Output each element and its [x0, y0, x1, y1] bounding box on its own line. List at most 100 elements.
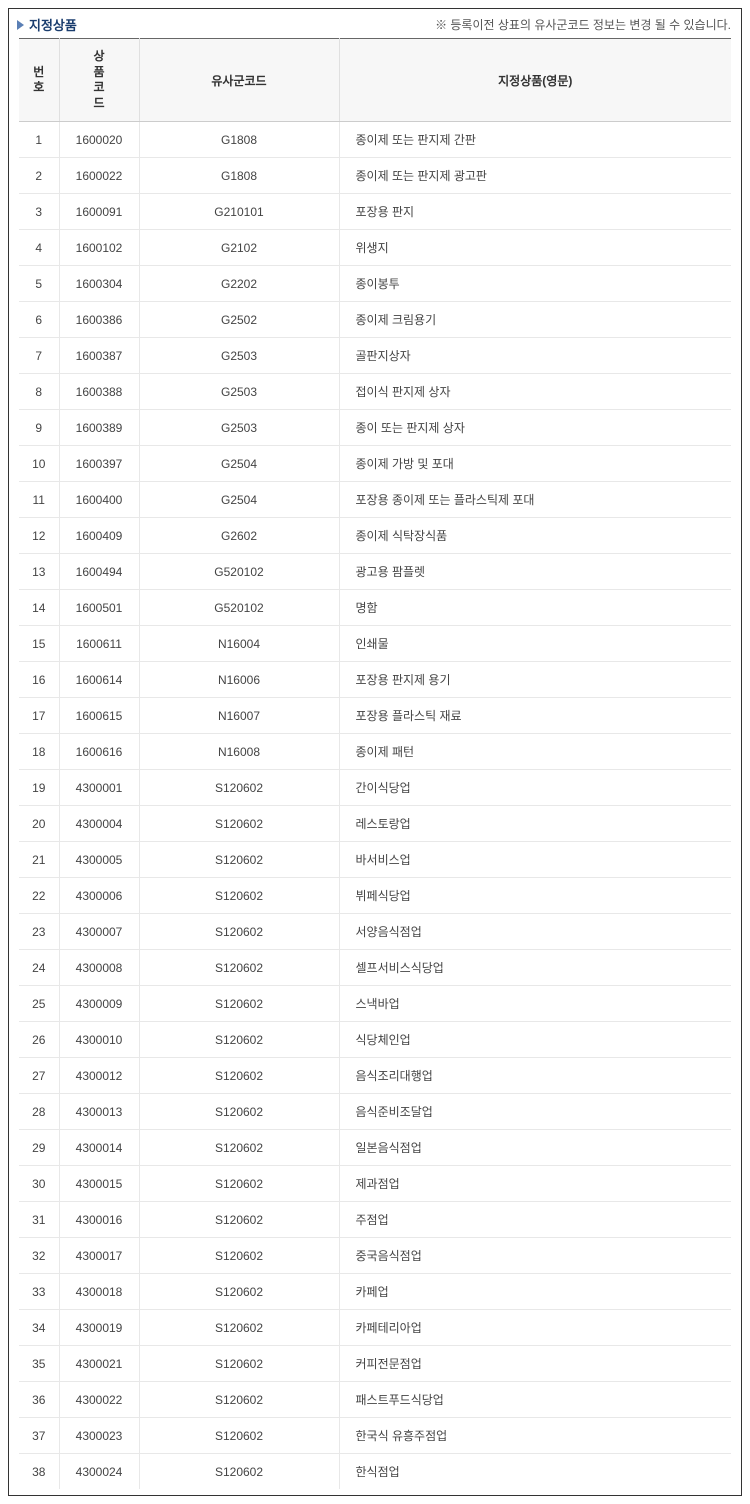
cell-description: 레스토랑업: [339, 806, 731, 842]
table-row: 234300007S120602서양음식점업: [19, 914, 731, 950]
cell-num: 17: [19, 698, 59, 734]
cell-group-code: N16008: [139, 734, 339, 770]
cell-product-code: 1600091: [59, 194, 139, 230]
cell-product-code: 4300010: [59, 1022, 139, 1058]
cell-num: 28: [19, 1094, 59, 1130]
cell-num: 36: [19, 1382, 59, 1418]
cell-group-code: S120602: [139, 1058, 339, 1094]
table-row: 51600304G2202종이봉투: [19, 266, 731, 302]
cell-description: 카페업: [339, 1274, 731, 1310]
table-body: 11600020G1808종이제 또는 판지제 간판21600022G1808종…: [19, 122, 731, 1490]
cell-num: 6: [19, 302, 59, 338]
table-row: 61600386G2502종이제 크림용기: [19, 302, 731, 338]
cell-product-code: 1600501: [59, 590, 139, 626]
table-row: 71600387G2503골판지상자: [19, 338, 731, 374]
cell-description: 종이제 식탁장식품: [339, 518, 731, 554]
cell-group-code: G2503: [139, 410, 339, 446]
cell-group-code: S120602: [139, 1130, 339, 1166]
table-row: 111600400G2504포장용 종이제 또는 플라스틱제 포대: [19, 482, 731, 518]
cell-description: 종이제 가방 및 포대: [339, 446, 731, 482]
table-wrapper: 번호 상품코드 유사군코드 지정상품(영문) 11600020G1808종이제 …: [9, 38, 741, 1495]
cell-description: 패스트푸드식당업: [339, 1382, 731, 1418]
cell-group-code: G1808: [139, 122, 339, 158]
cell-product-code: 4300021: [59, 1346, 139, 1382]
cell-description: 주점업: [339, 1202, 731, 1238]
table-row: 364300022S120602패스트푸드식당업: [19, 1382, 731, 1418]
cell-description: 식당체인업: [339, 1022, 731, 1058]
cell-description: 음식조리대행업: [339, 1058, 731, 1094]
cell-product-code: 4300014: [59, 1130, 139, 1166]
cell-product-code: 1600020: [59, 122, 139, 158]
cell-description: 포장용 종이제 또는 플라스틱제 포대: [339, 482, 731, 518]
table-row: 161600614N16006포장용 판지제 용기: [19, 662, 731, 698]
cell-group-code: S120602: [139, 1166, 339, 1202]
cell-group-code: S120602: [139, 1022, 339, 1058]
cell-description: 종이제 또는 판지제 광고판: [339, 158, 731, 194]
cell-group-code: G2503: [139, 374, 339, 410]
cell-group-code: G2503: [139, 338, 339, 374]
products-table: 번호 상품코드 유사군코드 지정상품(영문) 11600020G1808종이제 …: [19, 38, 731, 1489]
table-row: 151600611N16004인쇄물: [19, 626, 731, 662]
cell-product-code: 1600611: [59, 626, 139, 662]
table-row: 254300009S120602스낵바업: [19, 986, 731, 1022]
cell-num: 3: [19, 194, 59, 230]
cell-group-code: G2504: [139, 446, 339, 482]
cell-group-code: S120602: [139, 1310, 339, 1346]
cell-product-code: 4300022: [59, 1382, 139, 1418]
table-row: 374300023S120602한국식 유흥주점업: [19, 1418, 731, 1454]
table-row: 324300017S120602중국음식점업: [19, 1238, 731, 1274]
cell-group-code: S120602: [139, 1346, 339, 1382]
cell-num: 18: [19, 734, 59, 770]
cell-product-code: 1600388: [59, 374, 139, 410]
cell-group-code: N16006: [139, 662, 339, 698]
cell-description: 일본음식점업: [339, 1130, 731, 1166]
cell-product-code: 4300012: [59, 1058, 139, 1094]
cell-product-code: 4300004: [59, 806, 139, 842]
cell-description: 한국식 유흥주점업: [339, 1418, 731, 1454]
column-header-description: 지정상품(영문): [339, 39, 731, 122]
cell-group-code: S120602: [139, 1418, 339, 1454]
cell-description: 종이제 패턴: [339, 734, 731, 770]
table-row: 91600389G2503종이 또는 판지제 상자: [19, 410, 731, 446]
cell-description: 한식점업: [339, 1454, 731, 1490]
cell-product-code: 4300016: [59, 1202, 139, 1238]
column-header-num: 번호: [19, 39, 59, 122]
cell-product-code: 1600022: [59, 158, 139, 194]
cell-num: 24: [19, 950, 59, 986]
cell-product-code: 4300017: [59, 1238, 139, 1274]
cell-product-code: 4300015: [59, 1166, 139, 1202]
table-row: 171600615N16007포장용 플라스틱 재료: [19, 698, 731, 734]
cell-num: 37: [19, 1418, 59, 1454]
cell-description: 명함: [339, 590, 731, 626]
cell-description: 서양음식점업: [339, 914, 731, 950]
cell-num: 21: [19, 842, 59, 878]
table-row: 81600388G2503접이식 판지제 상자: [19, 374, 731, 410]
table-row: 264300010S120602식당체인업: [19, 1022, 731, 1058]
table-row: 214300005S120602바서비스업: [19, 842, 731, 878]
cell-description: 음식준비조달업: [339, 1094, 731, 1130]
cell-group-code: G2102: [139, 230, 339, 266]
cell-num: 7: [19, 338, 59, 374]
cell-description: 접이식 판지제 상자: [339, 374, 731, 410]
cell-product-code: 1600614: [59, 662, 139, 698]
cell-product-code: 4300005: [59, 842, 139, 878]
cell-num: 25: [19, 986, 59, 1022]
table-row: 204300004S120602레스토랑업: [19, 806, 731, 842]
cell-num: 38: [19, 1454, 59, 1490]
cell-description: 광고용 팜플렛: [339, 554, 731, 590]
cell-description: 포장용 판지제 용기: [339, 662, 731, 698]
cell-num: 11: [19, 482, 59, 518]
cell-product-code: 1600400: [59, 482, 139, 518]
cell-group-code: S120602: [139, 806, 339, 842]
table-row: 274300012S120602음식조리대행업: [19, 1058, 731, 1094]
cell-description: 바서비스업: [339, 842, 731, 878]
cell-product-code: 1600616: [59, 734, 139, 770]
cell-product-code: 1600389: [59, 410, 139, 446]
cell-num: 15: [19, 626, 59, 662]
cell-num: 23: [19, 914, 59, 950]
cell-num: 26: [19, 1022, 59, 1058]
cell-group-code: S120602: [139, 950, 339, 986]
cell-product-code: 1600409: [59, 518, 139, 554]
cell-num: 29: [19, 1130, 59, 1166]
table-row: 11600020G1808종이제 또는 판지제 간판: [19, 122, 731, 158]
